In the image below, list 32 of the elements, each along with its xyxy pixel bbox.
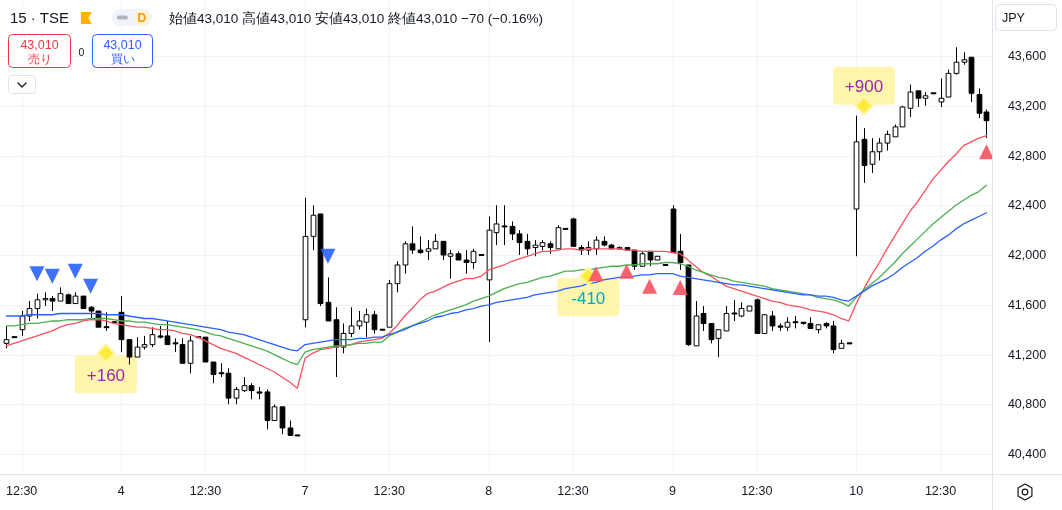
- x-tick-label: 10: [849, 484, 864, 498]
- y-tick-label: 42,000: [1007, 248, 1047, 263]
- x-tick-label: 9: [669, 484, 677, 498]
- annotation: 0: [78, 46, 85, 58]
- x-tick-label: 12:30: [924, 484, 957, 498]
- y-tick-label: 43,600: [1007, 48, 1047, 63]
- x-tick-label: 12:30: [6, 484, 38, 498]
- text: JPY: [1002, 11, 1026, 25]
- x-tick-label: 12:30: [741, 484, 773, 498]
- x-tick-label: 12:30: [373, 484, 405, 498]
- x-tick-label: 12:30: [557, 484, 589, 498]
- annotation: +900: [844, 77, 884, 97]
- annotation: 買い: [110, 52, 135, 66]
- y-tick-label: 43,200: [1007, 98, 1047, 113]
- x-tick-label: 12:30: [189, 484, 222, 498]
- annotation: 43,010: [20, 38, 59, 52]
- y-tick-label: 42,400: [1007, 198, 1047, 213]
- y-tick-label: 40,400: [1007, 447, 1047, 462]
- annotation: +160: [86, 365, 126, 385]
- y-tick-label: 41,200: [1007, 347, 1047, 362]
- annotation: 43,010: [103, 38, 142, 52]
- x-tick-label: 8: [485, 484, 493, 498]
- text: 15 · TSE: [10, 9, 69, 26]
- y-tick-label: 42,800: [1007, 148, 1047, 163]
- y-tick-label: 41,600: [1007, 297, 1047, 312]
- y-tick-label: 40,800: [1007, 397, 1047, 412]
- annotation: D: [137, 11, 147, 25]
- x-tick-label: 7: [301, 484, 309, 498]
- text: 始値43,010 高値43,010 安値43,010 終値43,010 −70 (−0.16%): [168, 11, 543, 26]
- x-tick-label: 4: [117, 484, 125, 498]
- annotation: -410: [571, 288, 606, 308]
- annotation: 売り: [27, 52, 52, 66]
